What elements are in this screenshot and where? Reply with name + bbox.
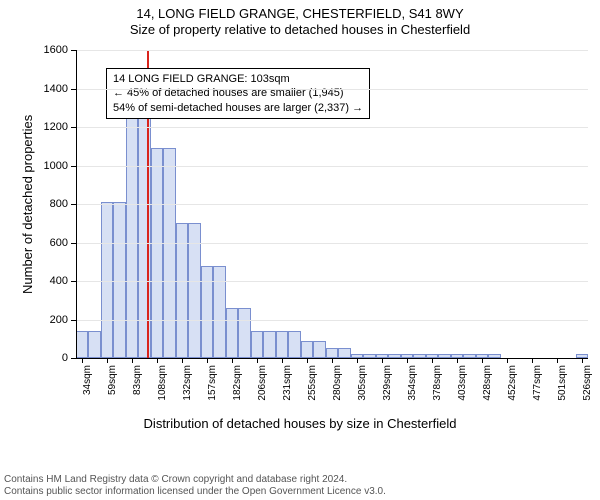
- y-tick-label: 1400: [28, 83, 68, 95]
- footer-attribution: Contains HM Land Registry data © Crown c…: [4, 474, 596, 498]
- annotation-line-1: 14 LONG FIELD GRANGE: 103sqm: [113, 72, 363, 86]
- y-tick-label: 800: [28, 198, 68, 210]
- y-tick-label: 400: [28, 275, 68, 287]
- x-tick-label: 182sqm: [232, 365, 243, 425]
- x-tick-label: 255sqm: [307, 365, 318, 425]
- y-tick-label: 1000: [28, 160, 68, 172]
- gridline: [76, 50, 588, 51]
- x-tick: [357, 358, 358, 363]
- x-tick: [482, 358, 483, 363]
- x-tick-label: 83sqm: [132, 365, 143, 425]
- histogram-bar: [163, 148, 175, 358]
- gridline: [76, 204, 588, 205]
- footer-line-2: Contains public sector information licen…: [4, 486, 596, 498]
- x-tick-label: 231sqm: [282, 365, 293, 425]
- y-tick-label: 600: [28, 237, 68, 249]
- x-tick-label: 108sqm: [157, 365, 168, 425]
- x-tick: [507, 358, 508, 363]
- gridline: [76, 281, 588, 282]
- histogram-bar: [151, 148, 163, 358]
- x-tick: [432, 358, 433, 363]
- histogram-bar: [88, 331, 100, 358]
- histogram-bar: [301, 341, 313, 358]
- x-tick-label: 206sqm: [257, 365, 268, 425]
- x-tick: [582, 358, 583, 363]
- histogram-bar: [326, 348, 338, 358]
- gridline: [76, 166, 588, 167]
- x-tick-label: 378sqm: [432, 365, 443, 425]
- x-tick-label: 403sqm: [457, 365, 468, 425]
- histogram-bar: [213, 266, 225, 358]
- gridline: [76, 89, 588, 90]
- histogram-bar: [76, 331, 88, 358]
- x-tick: [382, 358, 383, 363]
- x-tick-label: 132sqm: [182, 365, 193, 425]
- y-tick-label: 200: [28, 314, 68, 326]
- x-tick-label: 354sqm: [407, 365, 418, 425]
- x-tick-label: 305sqm: [357, 365, 368, 425]
- x-tick-label: 526sqm: [582, 365, 593, 425]
- histogram-bar: [338, 348, 350, 358]
- x-tick: [182, 358, 183, 363]
- x-tick-label: 428sqm: [482, 365, 493, 425]
- histogram-bar: [263, 331, 275, 358]
- x-tick: [332, 358, 333, 363]
- annotation-line-3: 54% of semi-detached houses are larger (…: [113, 101, 363, 115]
- y-axis-line: [76, 50, 77, 358]
- x-tick: [457, 358, 458, 363]
- x-tick-label: 59sqm: [107, 365, 118, 425]
- histogram-bar: [226, 308, 238, 358]
- x-tick-label: 477sqm: [532, 365, 543, 425]
- annotation-box: 14 LONG FIELD GRANGE: 103sqm ← 45% of de…: [106, 68, 370, 119]
- histogram-bar: [251, 331, 263, 358]
- histogram-bar: [313, 341, 325, 358]
- x-tick-label: 280sqm: [332, 365, 343, 425]
- title-line-1: 14, LONG FIELD GRANGE, CHESTERFIELD, S41…: [0, 6, 600, 22]
- title-line-2: Size of property relative to detached ho…: [0, 22, 600, 38]
- x-tick: [282, 358, 283, 363]
- x-tick-label: 452sqm: [507, 365, 518, 425]
- y-tick-label: 1200: [28, 121, 68, 133]
- x-tick: [232, 358, 233, 363]
- histogram-bar: [276, 331, 288, 358]
- gridline: [76, 243, 588, 244]
- x-tick: [132, 358, 133, 363]
- gridline: [76, 127, 588, 128]
- histogram-bar: [238, 308, 250, 358]
- footer-line-1: Contains HM Land Registry data © Crown c…: [4, 474, 596, 486]
- x-tick-label: 34sqm: [82, 365, 93, 425]
- chart-title: 14, LONG FIELD GRANGE, CHESTERFIELD, S41…: [0, 0, 600, 39]
- x-tick: [257, 358, 258, 363]
- x-tick: [157, 358, 158, 363]
- y-tick-label: 1600: [28, 44, 68, 56]
- x-tick-label: 501sqm: [557, 365, 568, 425]
- y-tick-label: 0: [28, 352, 68, 364]
- histogram-bar: [288, 331, 300, 358]
- x-tick: [557, 358, 558, 363]
- x-tick: [207, 358, 208, 363]
- x-tick: [107, 358, 108, 363]
- x-tick-label: 157sqm: [207, 365, 218, 425]
- x-tick: [82, 358, 83, 363]
- x-tick-label: 329sqm: [382, 365, 393, 425]
- histogram-bar: [201, 266, 213, 358]
- x-tick: [307, 358, 308, 363]
- x-tick: [532, 358, 533, 363]
- chart-area: Number of detached properties Distributi…: [0, 46, 600, 446]
- gridline: [76, 320, 588, 321]
- x-tick: [407, 358, 408, 363]
